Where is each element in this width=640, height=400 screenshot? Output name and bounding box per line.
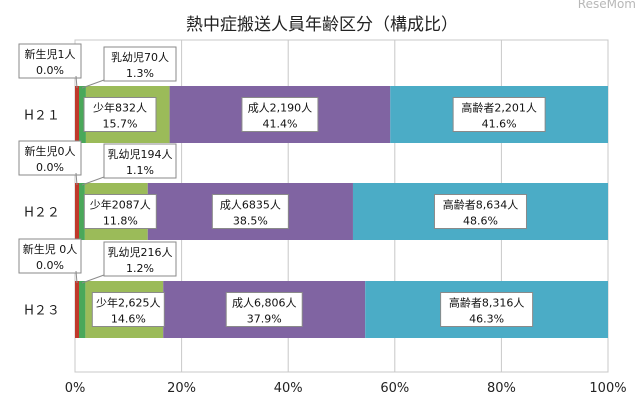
leader-line bbox=[75, 75, 78, 89]
watermark-text: ReseMom bbox=[578, 0, 636, 11]
data-label-youth-box bbox=[91, 292, 165, 327]
data-label-infant-line2: 1.3% bbox=[126, 67, 154, 80]
data-label-adult-box bbox=[241, 97, 319, 132]
data-label-youth-line2: 14.6% bbox=[111, 313, 146, 326]
data-label-newborn-line2: 0.0% bbox=[36, 161, 64, 174]
data-label-elderly-line1: 高齢者2,201人 bbox=[461, 101, 537, 115]
data-label-adult-box bbox=[211, 194, 289, 229]
y-category-label: H２３ bbox=[24, 304, 60, 319]
x-tick-label: 20% bbox=[167, 381, 196, 396]
data-label-adult-line1: 成人6835人 bbox=[220, 199, 281, 212]
data-label-youth-box bbox=[83, 194, 157, 229]
data-label-elderly-line1: 高齢者8,316人 bbox=[449, 296, 525, 310]
data-label-elderly-line2: 48.6% bbox=[463, 215, 498, 228]
data-label-infant-box bbox=[103, 46, 177, 82]
leader-line bbox=[81, 176, 105, 186]
x-tick-label: 0% bbox=[65, 381, 86, 396]
y-category-label: H２２ bbox=[24, 206, 60, 221]
x-tick-label: 40% bbox=[274, 381, 303, 396]
data-label-elderly-box bbox=[433, 194, 527, 229]
data-label-newborn-box bbox=[18, 140, 82, 176]
bar-segment-新生児 bbox=[75, 86, 79, 143]
data-label-newborn-line2: 0.0% bbox=[36, 259, 64, 272]
data-label-elderly-line2: 46.3% bbox=[469, 313, 504, 326]
data-label-infant-line2: 1.2% bbox=[126, 262, 154, 275]
bar-segment-乳幼児 bbox=[79, 281, 86, 338]
data-label-adult-line1: 成人6,806人 bbox=[232, 297, 297, 310]
data-label-infant-line1: 乳幼児194人 bbox=[108, 148, 173, 161]
leader-line bbox=[75, 172, 78, 186]
data-label-newborn-line2: 0.0% bbox=[36, 64, 64, 77]
data-label-infant-box bbox=[103, 241, 177, 277]
bar-segment-乳幼児 bbox=[79, 183, 85, 240]
x-tick-label: 100% bbox=[589, 381, 626, 396]
x-tick-label: 80% bbox=[487, 381, 516, 396]
data-label-adult-line1: 成人2,190人 bbox=[248, 102, 313, 115]
leader-line bbox=[75, 270, 78, 284]
bar-segment-乳幼児 bbox=[79, 86, 86, 143]
bar-segment-新生児 bbox=[75, 281, 79, 338]
chart-title: 熱中症搬送人員年齢区分（構成比） bbox=[186, 15, 458, 35]
leader-line bbox=[81, 274, 105, 284]
data-label-infant-line2: 1.1% bbox=[126, 164, 154, 177]
plot-area: 0% 20% 40% 60% 80% 100% H２１ 新生児1人 0.0% 乳幼児70人 1.3%… bbox=[18, 39, 627, 396]
data-label-adult-line2: 41.4% bbox=[262, 118, 297, 131]
bar-segment-新生児 bbox=[75, 183, 79, 240]
data-label-newborn-line1: 新生児 0人 bbox=[23, 242, 78, 256]
data-label-newborn-box bbox=[18, 43, 82, 79]
data-label-adult-line2: 37.9% bbox=[247, 313, 282, 326]
data-label-youth-line1: 少年832人 bbox=[93, 101, 147, 115]
data-label-youth-box bbox=[83, 97, 157, 132]
data-label-infant-box bbox=[103, 143, 177, 179]
data-label-youth-line2: 11.8% bbox=[103, 215, 138, 228]
x-tick-label: 60% bbox=[380, 381, 409, 396]
leader-line bbox=[81, 79, 105, 89]
data-label-newborn-box bbox=[18, 238, 82, 274]
data-label-youth-line2: 15.7% bbox=[103, 118, 138, 131]
data-label-newborn-line1: 新生児0人 bbox=[25, 144, 76, 158]
data-label-youth-line1: 少年2,625人 bbox=[96, 296, 161, 310]
data-label-infant-line1: 乳幼児216人 bbox=[108, 246, 173, 259]
data-label-infant-line1: 乳幼児70人 bbox=[111, 51, 169, 64]
data-label-elderly-line2: 41.6% bbox=[482, 118, 517, 131]
data-label-elderly-line1: 高齢者8,634人 bbox=[443, 198, 519, 212]
data-label-youth-line1: 少年2087人 bbox=[90, 198, 151, 212]
data-label-elderly-box bbox=[440, 292, 534, 327]
data-label-newborn-line1: 新生児1人 bbox=[25, 47, 76, 61]
y-category-label: H２１ bbox=[24, 109, 60, 124]
data-label-adult-box bbox=[225, 292, 303, 327]
data-label-adult-line2: 38.5% bbox=[233, 215, 268, 228]
data-label-elderly-box bbox=[452, 97, 546, 132]
